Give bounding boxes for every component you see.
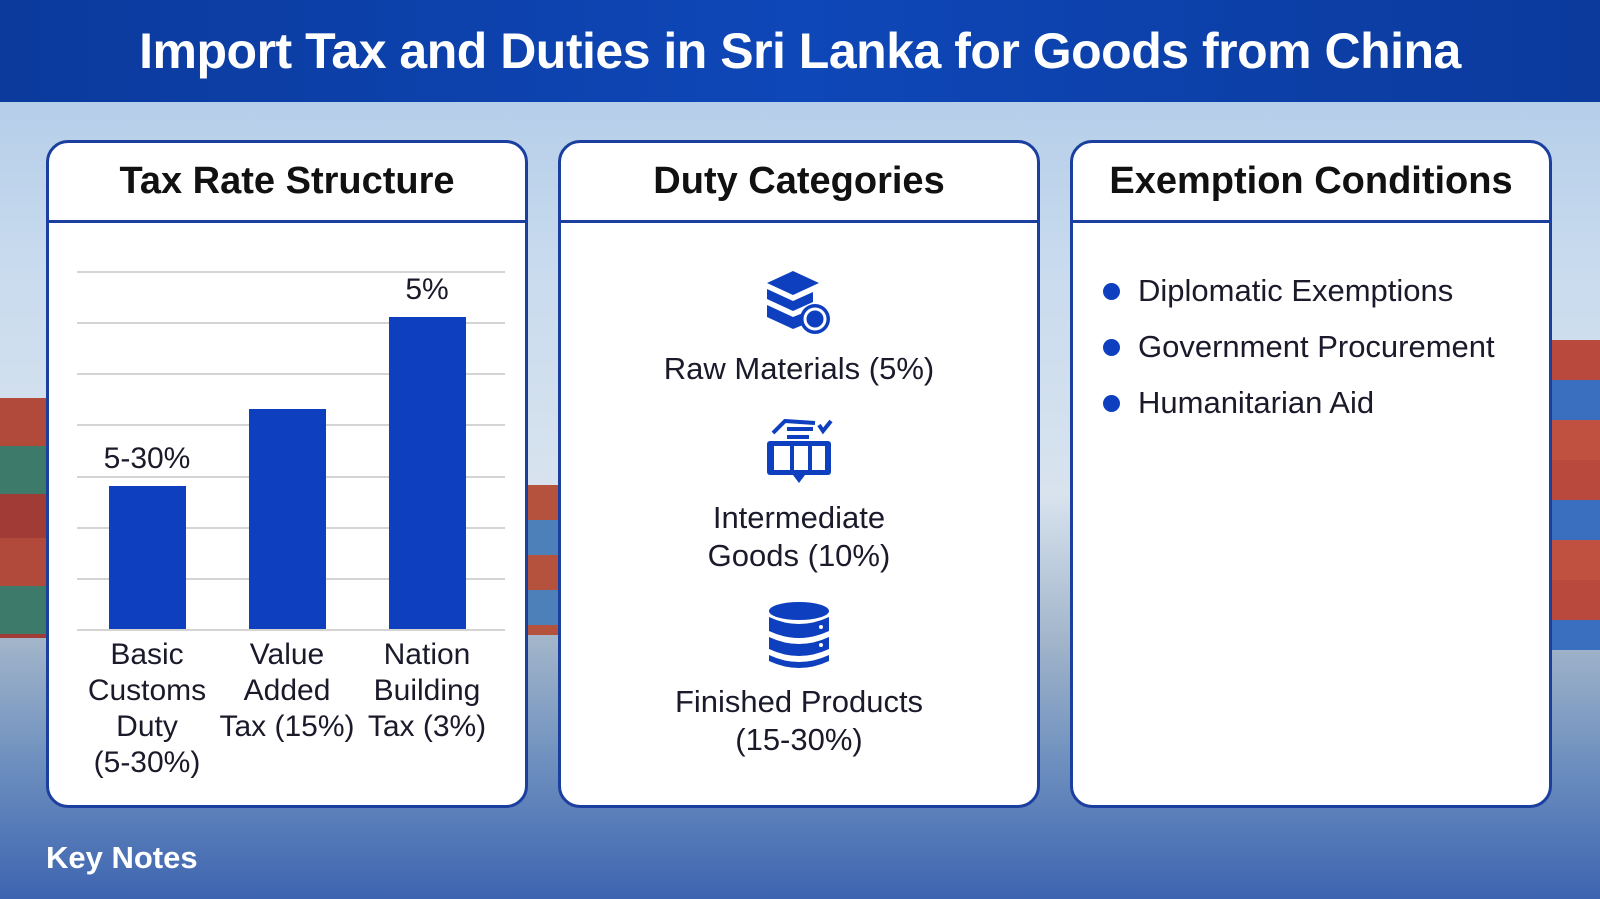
bar [389, 317, 466, 629]
gridline [77, 629, 505, 631]
list-item-label: Humanitarian Aid [1138, 385, 1375, 420]
panel-heading: Tax Rate Structure [49, 143, 525, 223]
category-label-line: Goods (10%) [707, 538, 891, 573]
title-bar: Import Tax and Duties in Sri Lanka for G… [0, 0, 1600, 102]
x-tick-label-line: (5-30%) [93, 746, 201, 779]
list-item: Humanitarian Aid [1103, 375, 1495, 431]
x-tick-label-line: Added [243, 674, 331, 707]
gridline [77, 271, 505, 273]
x-tick-label: Basic Customs Duty (5-30%) [72, 637, 222, 781]
bar-chart: 5-30% Basic Customs Duty (5-30%) Value Added Ta… [49, 143, 525, 805]
x-tick-label-line: Nation [383, 638, 471, 671]
x-tick-label: Value Added Tax (15%) [212, 637, 362, 745]
list-item: Diplomatic Exemptions [1103, 263, 1495, 319]
database-icon [767, 601, 831, 676]
tax-rate-panel: Tax Rate Structure 5-30% Basic Customs Duty… [46, 140, 528, 808]
x-tick-label-line: Duty [116, 710, 178, 743]
container-stack-left [0, 398, 46, 638]
bullet-icon [1103, 394, 1120, 412]
exemption-conditions-panel: Exemption Conditions Diplomatic Exemptio… [1070, 140, 1552, 808]
bar [249, 409, 326, 629]
category-label-line: Finished Products [674, 684, 924, 719]
open-box-icon [765, 418, 833, 490]
data-label: 5-30% [103, 441, 191, 475]
gridline [77, 373, 505, 376]
category-raw-materials: Raw Materials (5%) [663, 351, 935, 386]
x-tick-label: Nation Building Tax (3%) [352, 637, 502, 745]
panel-heading: Duty Categories [561, 143, 1037, 223]
x-tick-label-line: Building [373, 674, 481, 707]
duty-categories-panel: Duty Categories Raw Materials (5%) Inter… [558, 140, 1040, 808]
x-tick-label-line: Value [249, 638, 325, 671]
list-item-label: Government Procurement [1138, 329, 1495, 364]
x-tick-label-line: Basic [110, 638, 184, 671]
x-tick-label-line: Tax (3%) [367, 710, 487, 743]
list-item-label: Diplomatic Exemptions [1138, 273, 1454, 308]
x-tick-label-line: Customs [87, 674, 207, 707]
layers-gear-icon [763, 269, 835, 346]
bullet-icon [1103, 282, 1120, 300]
gridline [77, 322, 505, 325]
category-label-line: (15-30%) [735, 722, 863, 757]
list-item: Government Procurement [1103, 319, 1495, 375]
bullet-icon [1103, 338, 1120, 356]
exemption-list: Diplomatic Exemptions Government Procure… [1103, 263, 1495, 431]
key-notes-label: Key Notes [46, 840, 198, 875]
x-tick-label-line: Tax (15%) [219, 710, 355, 743]
container-stack-right [1552, 340, 1600, 650]
container-stack-mid [528, 485, 558, 635]
category-intermediate-goods: Intermediate Goods (10%) [561, 499, 1037, 575]
data-label: 5% [405, 273, 449, 307]
bar [109, 485, 186, 629]
category-label-line: Intermediate [712, 500, 886, 535]
page-title: Import Tax and Duties in Sri Lanka for G… [139, 23, 1461, 79]
category-finished-products: Finished Products (15-30%) [561, 683, 1037, 759]
panel-heading: Exemption Conditions [1073, 143, 1549, 223]
